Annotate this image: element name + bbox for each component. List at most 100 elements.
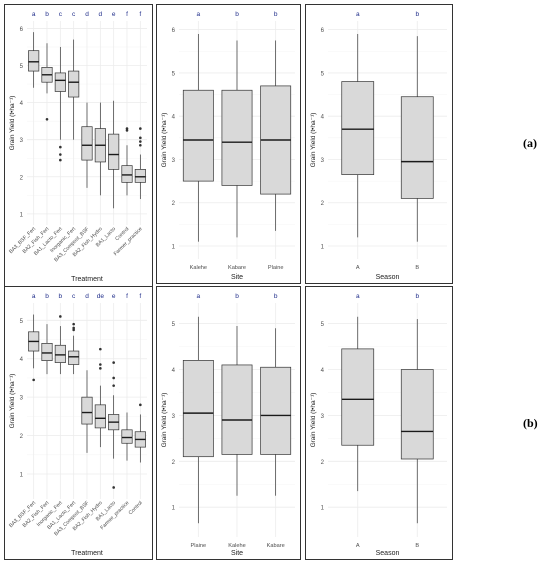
y-tick-label: 1 — [20, 473, 24, 479]
outlier-point — [72, 322, 75, 326]
significance-letter: b — [235, 11, 239, 18]
x-tick-label: Kabare — [267, 543, 285, 549]
outlier-point — [32, 378, 35, 382]
x-tick-label: Plaine — [191, 543, 207, 549]
box-iqr — [182, 89, 214, 182]
box-iqr — [41, 343, 53, 361]
x-tick-label: Plaine — [268, 265, 284, 271]
outlier-point — [139, 143, 142, 147]
y-tick-label: 2 — [172, 201, 176, 207]
outlier-point — [125, 127, 129, 130]
y-tick-label: 5 — [20, 64, 24, 70]
y-tick-label: 4 — [172, 115, 176, 121]
box-iqr — [54, 72, 66, 92]
significance-letter: b — [415, 293, 419, 300]
outlier-point — [59, 145, 62, 149]
box-iqr — [134, 169, 146, 183]
panel-b-site: 1 2 3 4 5 Grain Yield (t•ha⁻¹) a b b Plaine Kalehe… — [156, 286, 301, 560]
y-tick-label: 3 — [20, 138, 24, 144]
significance-letter: de — [97, 293, 105, 300]
panel-a-site: 1 2 3 4 5 6 Grain Yield (t•ha⁻¹) a b b Kalehe Kabar… — [156, 4, 301, 284]
y-tick-label: 5 — [172, 71, 176, 77]
box-iqr — [108, 133, 120, 170]
y-tick-label: 4 — [172, 368, 176, 374]
y-tick-label: 4 — [20, 357, 24, 363]
significance-letter: f — [126, 11, 128, 18]
box-iqr — [54, 344, 66, 363]
x-axis-label: Season — [376, 550, 400, 557]
y-axis-label: Grain Yield (t•ha⁻¹) — [9, 96, 16, 151]
outlier-point — [59, 158, 62, 162]
outlier-point — [59, 153, 62, 156]
row-label-b: (b) — [523, 416, 538, 430]
outlier-point — [112, 361, 115, 364]
significance-letter: f — [139, 11, 141, 18]
box-iqr — [341, 348, 375, 446]
box-iqr — [182, 360, 214, 458]
outlier-point — [139, 403, 142, 407]
outlier-point — [112, 384, 115, 387]
y-tick-label: 1 — [321, 506, 325, 512]
y-axis-label: Grain Yield (t•ha⁻¹) — [9, 374, 16, 429]
box-iqr — [121, 429, 133, 444]
y-tick-label: 1 — [172, 245, 176, 251]
outlier-point — [72, 328, 75, 332]
outlier-point — [139, 127, 142, 130]
y-tick-label: 6 — [20, 27, 24, 33]
y-tick-label: 5 — [321, 322, 325, 328]
x-tick-label: Kalehe — [190, 265, 207, 271]
y-tick-label: 5 — [20, 319, 24, 325]
panel-a-treatment: 1 2 3 4 5 6 Grain Yield (t•ha⁻¹) a b c c d d e f f BA3_B… — [4, 4, 153, 290]
significance-letter: a — [197, 293, 201, 300]
box-iqr — [221, 364, 253, 455]
box-iqr — [400, 369, 434, 460]
x-axis-label: Site — [231, 550, 243, 557]
y-tick-label: 1 — [20, 212, 24, 218]
significance-letter: c — [59, 11, 63, 18]
x-axis-label: Treatment — [71, 276, 103, 283]
x-tick-label: Kabare — [228, 265, 246, 271]
box-iqr — [221, 89, 253, 186]
y-tick-label: 2 — [172, 460, 176, 466]
y-tick-label: 1 — [321, 245, 325, 251]
chart-b-season: 1 2 3 4 5 Grain Yield (t•ha⁻¹) a b A B Season — [310, 293, 447, 557]
outlier-point — [99, 347, 102, 351]
significance-letter: e — [112, 11, 116, 18]
significance-letter: b — [235, 293, 239, 300]
outlier-point — [72, 326, 75, 330]
box-iqr — [81, 126, 93, 161]
significance-letter: a — [197, 11, 201, 18]
significance-letter: c — [72, 11, 76, 18]
x-tick-label: A — [356, 265, 360, 271]
outlier-point — [59, 315, 62, 318]
chart-a-season: 1 2 3 4 5 6 Grain Yield (t•ha⁻¹) a b A B Season — [310, 11, 447, 281]
y-axis-label: Grain Yield (t•ha⁻¹) — [161, 113, 168, 168]
y-tick-label: 4 — [321, 368, 325, 374]
y-tick-label: 2 — [321, 201, 325, 207]
y-axis-label: Grain Yield (t•ha⁻¹) — [310, 393, 317, 448]
panel-b-treatment: 1 2 3 4 5 Grain Yield (t•ha⁻¹) a b b c d de e f f BA3_B… — [4, 286, 153, 560]
significance-letter: b — [274, 293, 278, 300]
panel-a-season: 1 2 3 4 5 6 Grain Yield (t•ha⁻¹) a b A B Season — [305, 4, 453, 284]
significance-letter: d — [99, 11, 103, 18]
outlier-point — [45, 117, 49, 121]
x-tick-label: Control — [128, 500, 144, 516]
y-tick-label: 3 — [172, 158, 176, 164]
panel-b-season: 1 2 3 4 5 Grain Yield (t•ha⁻¹) a b A B Season — [305, 286, 453, 560]
x-axis-label: Site — [231, 274, 243, 281]
y-tick-label: 6 — [172, 28, 176, 34]
outlier-point — [99, 363, 102, 366]
significance-letter: b — [415, 11, 419, 18]
y-tick-label: 5 — [172, 322, 176, 328]
outlier-point — [139, 140, 142, 143]
y-tick-label: 3 — [20, 396, 24, 402]
y-tick-label: 3 — [172, 414, 176, 420]
chart-b-site: 1 2 3 4 5 Grain Yield (t•ha⁻¹) a b b Plaine Kalehe… — [161, 293, 295, 557]
significance-letter: d — [85, 11, 89, 18]
outlier-point — [99, 367, 102, 370]
chart-a-site: 1 2 3 4 5 6 Grain Yield (t•ha⁻¹) a b b Kalehe Kabar… — [161, 11, 295, 281]
y-tick-label: 5 — [321, 71, 325, 77]
x-tick-label: B — [415, 265, 419, 271]
box-iqr — [28, 50, 40, 72]
